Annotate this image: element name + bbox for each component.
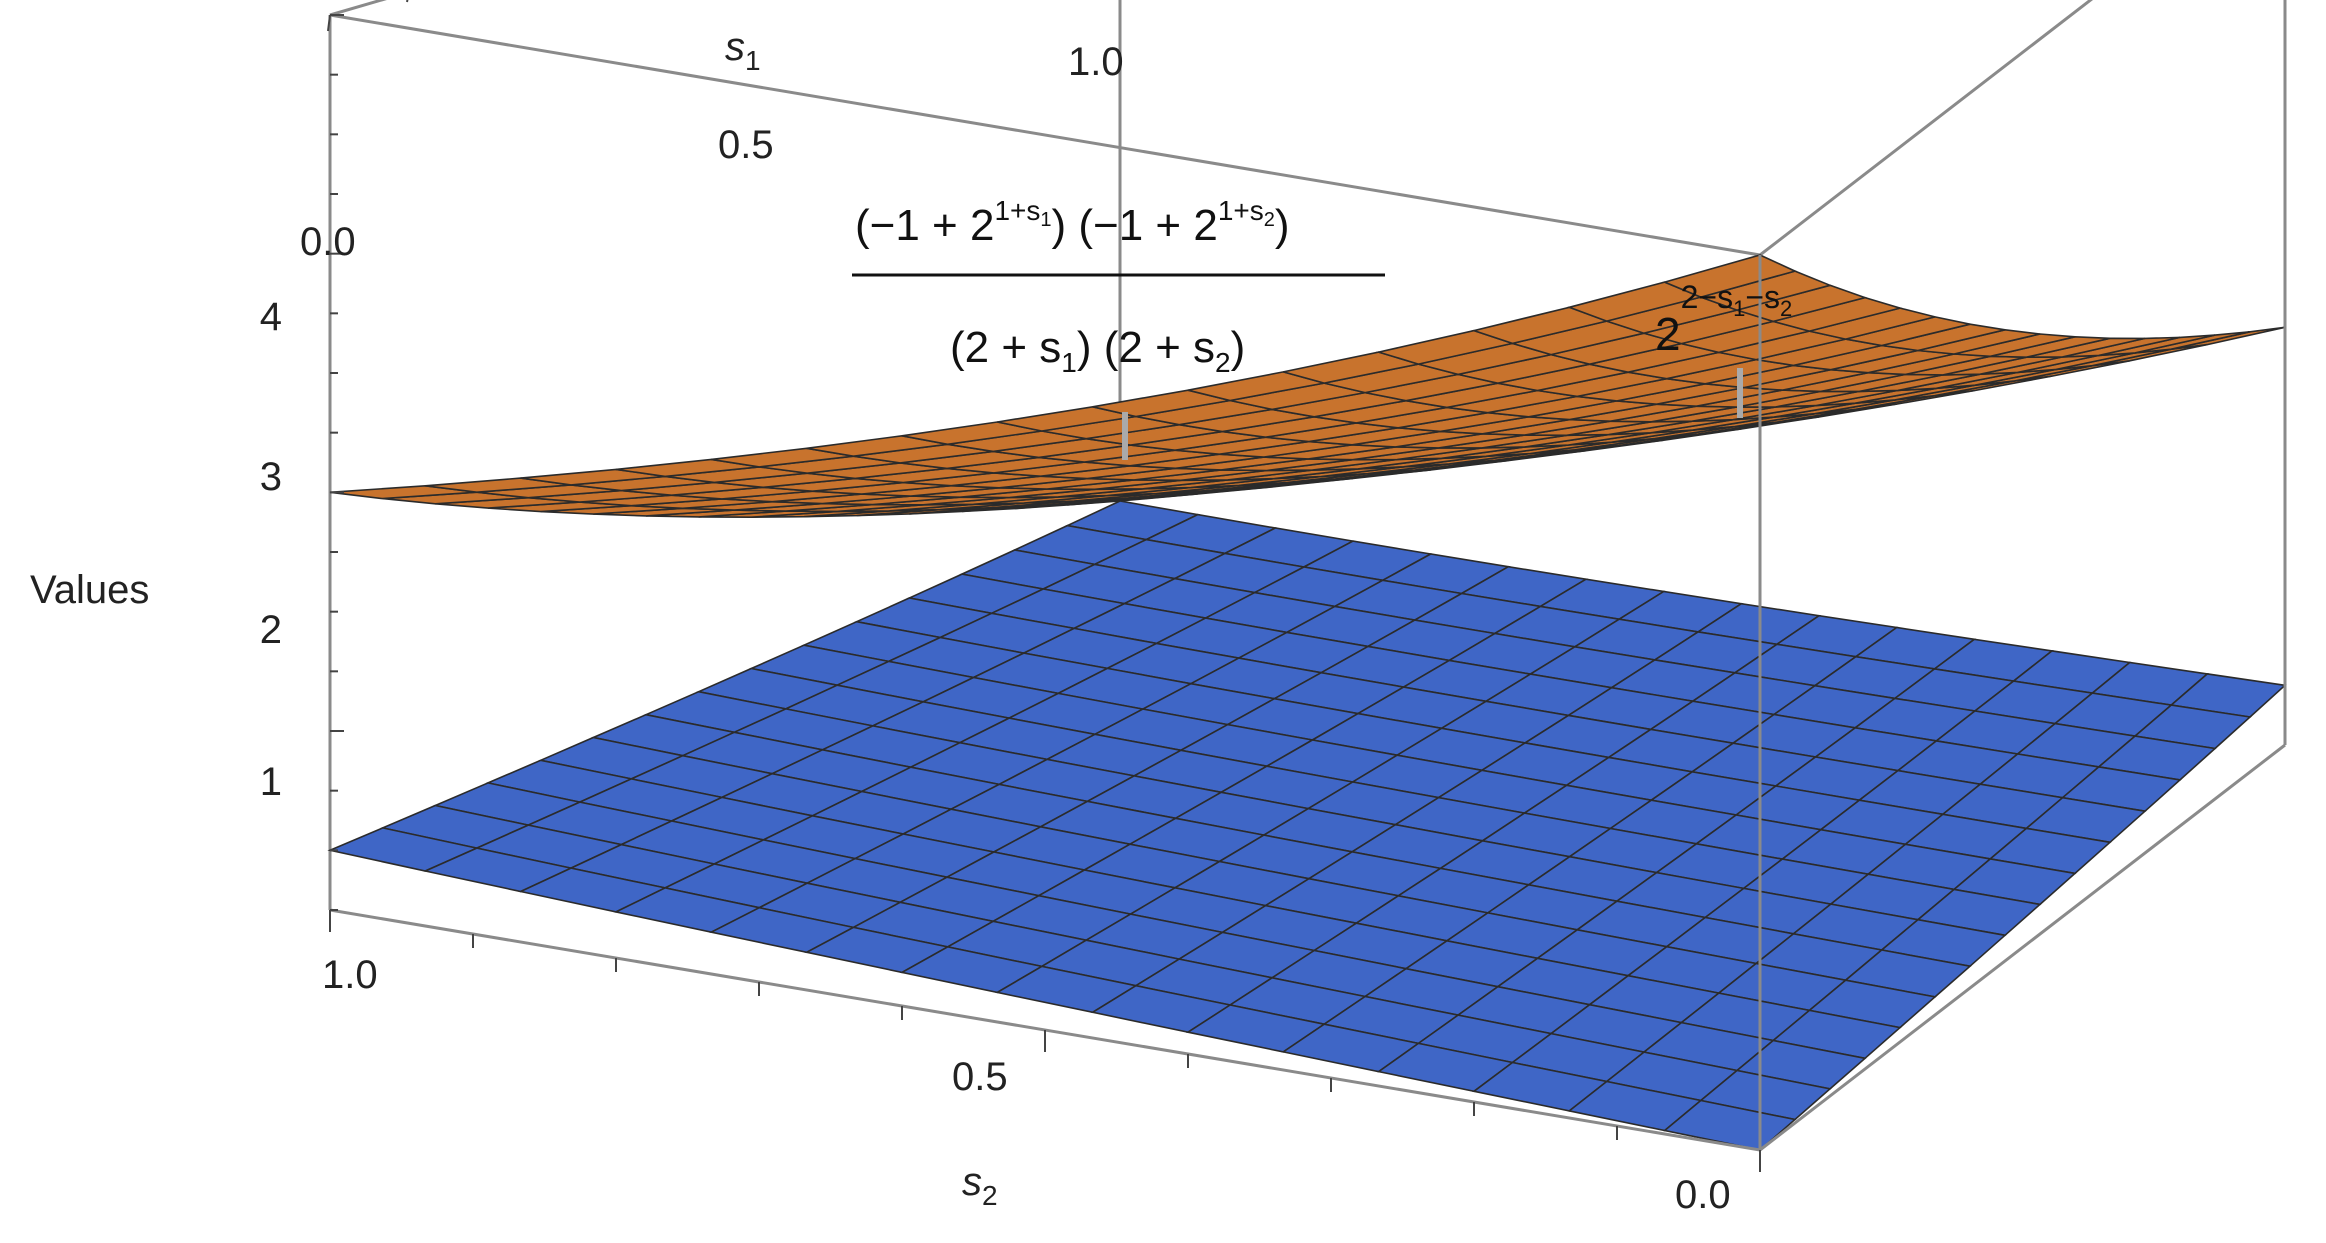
z-tick-label: 4	[260, 295, 282, 339]
series-label-orange: 22−s1−s2	[1655, 279, 1792, 360]
s1-tick	[327, 14, 331, 32]
z-tick-label: 3	[260, 455, 282, 499]
s2-tick-label: 1.0	[322, 953, 378, 997]
s1-axis-title: s1	[725, 25, 761, 76]
s1-tick	[406, 0, 409, 3]
surface-orange	[329, 254, 2286, 519]
s1-tick-label: 1.0	[1068, 40, 1124, 84]
box-edge	[329, 0, 387, 17]
box-edge	[1759, 0, 2094, 257]
box-edge	[329, 13, 1761, 257]
surface-patch-orange	[1662, 254, 1798, 298]
formula-power: 22−s1−s2	[1655, 279, 1792, 360]
s2-tick-label: 0.0	[1675, 1173, 1731, 1217]
z-tick-label: 1	[260, 760, 282, 804]
box-edge	[1759, 743, 2286, 1152]
formula-numerator: (−1 + 21+s1) (−1 + 21+s2)	[855, 195, 1290, 250]
surface-patch-blue	[1662, 1099, 1797, 1151]
tick-marks	[327, 0, 1761, 1172]
surface-blue	[327, 500, 2287, 1151]
z-axis-title: Values	[30, 568, 149, 612]
series-label-blue: (−1 + 21+s1) (−1 + 21+s2) (2 + s1) (2 + …	[852, 195, 1385, 378]
s1-tick-label: 0.0	[300, 220, 356, 264]
s2-axis-title: s2	[962, 1160, 998, 1211]
formula-denominator: (2 + s1) (2 + s2)	[950, 323, 1245, 378]
s1-tick-label: 0.5	[718, 123, 774, 167]
s2-tick-label: 0.5	[952, 1055, 1008, 1099]
z-tick-label: 2	[260, 608, 282, 652]
